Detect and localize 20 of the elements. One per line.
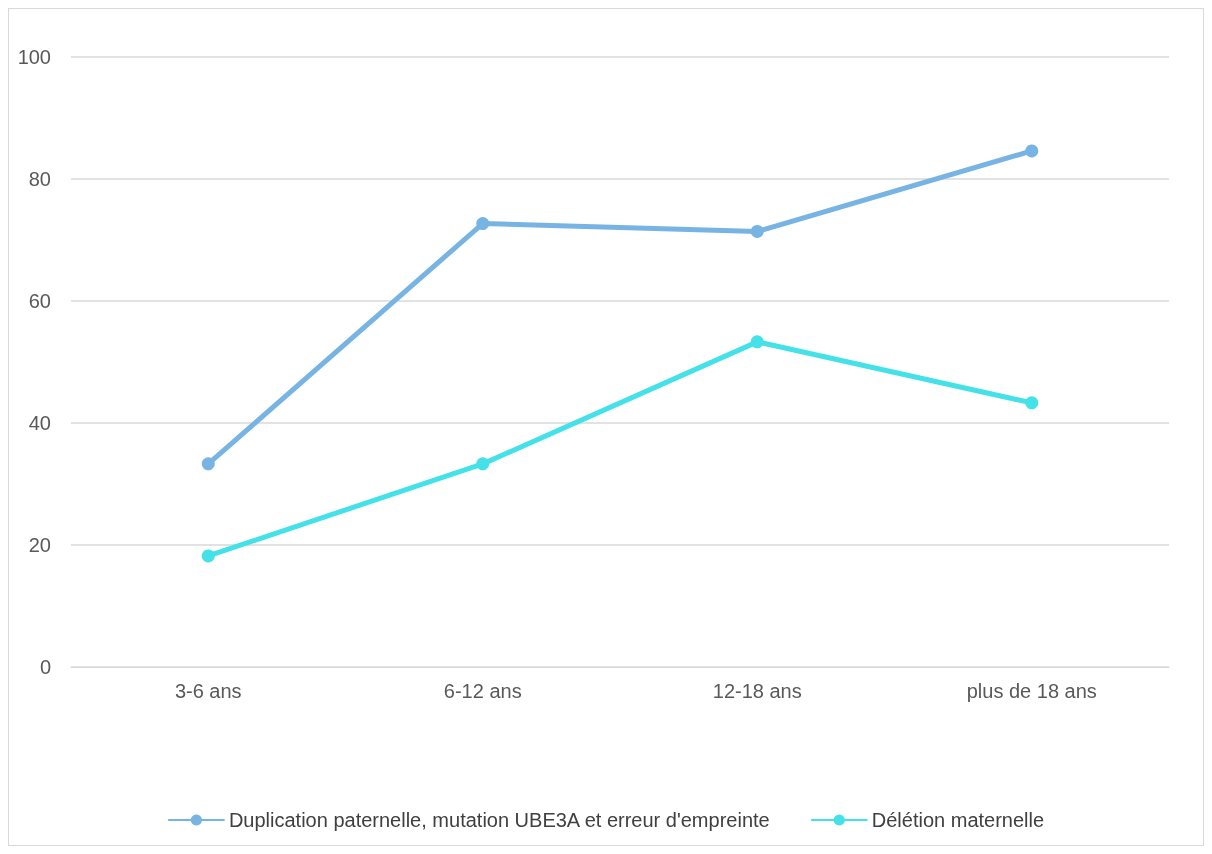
legend-label: Duplication paternelle, mutation UBE3A et erreur d'empreinte <box>228 809 770 831</box>
point <box>750 224 764 238</box>
x-tick-label: 6-12 ans <box>443 680 522 702</box>
x-tick-label: plus de 18 ans <box>966 680 1097 702</box>
y-tick-label: 40 <box>28 412 51 434</box>
point <box>201 549 215 563</box>
point <box>1025 396 1039 410</box>
y-tick-label: 20 <box>28 534 51 556</box>
x-tick-label: 3-6 ans <box>174 680 242 702</box>
point <box>476 217 490 231</box>
point <box>201 457 215 471</box>
point <box>476 457 490 471</box>
legend-label: Délétion maternelle <box>871 809 1045 831</box>
y-tick-label: 100 <box>17 46 51 68</box>
y-tick-label: 0 <box>39 656 51 678</box>
point <box>1025 144 1039 158</box>
point <box>750 335 764 349</box>
x-tick-label: 12-18 ans <box>712 680 802 702</box>
y-tick-label: 80 <box>28 168 51 190</box>
y-tick-label: 60 <box>28 290 51 312</box>
